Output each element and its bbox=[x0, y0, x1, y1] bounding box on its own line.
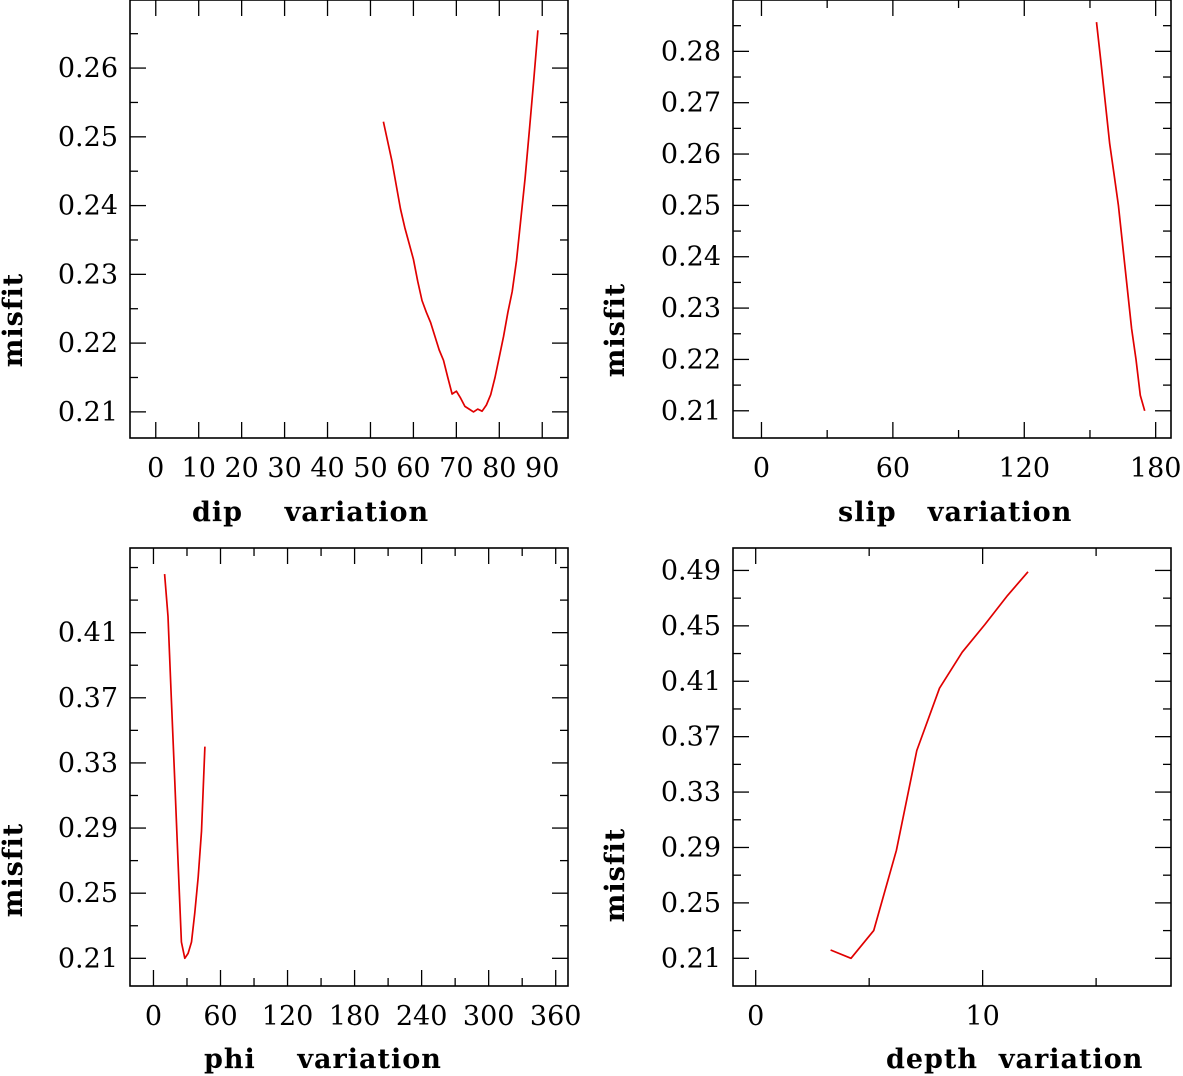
y-tick-label: 0.23 bbox=[661, 293, 721, 324]
x-tick-label: 40 bbox=[310, 453, 344, 484]
x-tick-label: 240 bbox=[396, 1001, 448, 1032]
panel-dip: 0.21 0.22 0.23 0.24 0.25 0.26 0 10 20 30 40 50 60 70… bbox=[0, 0, 569, 528]
y-tick-label: 0.21 bbox=[661, 396, 721, 427]
misfit-line-slip bbox=[1095, 22, 1146, 412]
x-tick-label: 60 bbox=[876, 453, 910, 484]
plot-frame-dip bbox=[129, 0, 569, 439]
x-tick-label: 80 bbox=[482, 453, 516, 484]
y-tick-label: 0.25 bbox=[58, 878, 118, 909]
x-tick-label: 180 bbox=[329, 1001, 381, 1032]
x-axis-label-slip: slip variation bbox=[838, 497, 1072, 528]
x-tick-label: 30 bbox=[267, 453, 301, 484]
y-tick-label: 0.21 bbox=[58, 943, 118, 974]
x-tick-label: 60 bbox=[396, 453, 430, 484]
x-tick-label: 0 bbox=[747, 1001, 764, 1032]
y-tick-label: 0.49 bbox=[661, 555, 721, 586]
x-ticks-dip: 0 10 20 30 40 50 60 70 80 90 bbox=[147, 0, 559, 484]
x-ticks-depth: 0 10 bbox=[747, 548, 1097, 1032]
x-axis-label-dip: dip variation bbox=[192, 497, 429, 528]
y-tick-label: 0.27 bbox=[661, 88, 721, 119]
y-tick-label: 0.41 bbox=[58, 618, 118, 649]
y-tick-label: 0.29 bbox=[661, 832, 721, 863]
y-tick-label: 0.26 bbox=[661, 139, 721, 170]
plot-frame-depth bbox=[732, 547, 1172, 987]
y-tick-label: 0.25 bbox=[661, 888, 721, 919]
misfit-line-depth bbox=[830, 571, 1029, 960]
panel-depth: 0.21 0.25 0.29 0.33 0.37 0.41 0.45 0.49 0 10 dep… bbox=[600, 547, 1172, 1075]
y-tick-label: 0.25 bbox=[661, 190, 721, 221]
x-tick-label: 70 bbox=[439, 453, 473, 484]
y-tick-label: 0.22 bbox=[58, 328, 118, 359]
x-tick-label: 20 bbox=[224, 453, 258, 484]
y-ticks-phi: 0.21 0.25 0.29 0.33 0.37 0.41 bbox=[58, 566, 568, 974]
y-axis-label-dip: misfit bbox=[0, 273, 29, 367]
x-ticks-phi: 0 60 120 180 240 300 360 bbox=[145, 548, 582, 1032]
x-tick-label: 90 bbox=[525, 453, 559, 484]
misfit-line-dip bbox=[382, 30, 539, 413]
y-ticks-slip: 0.21 0.22 0.23 0.24 0.25 0.26 0.27 0.28 bbox=[661, 25, 1171, 427]
x-tick-label: 120 bbox=[998, 453, 1050, 484]
y-tick-label: 0.33 bbox=[58, 748, 118, 779]
x-axis-label-depth: depth variation bbox=[886, 1044, 1143, 1075]
y-ticks-depth: 0.21 0.25 0.29 0.33 0.37 0.41 0.45 0.49 bbox=[661, 555, 1171, 974]
y-tick-label: 0.37 bbox=[661, 722, 721, 753]
x-ticks-slip: 0 60 120 180 bbox=[753, 0, 1182, 484]
y-tick-label: 0.24 bbox=[58, 191, 118, 222]
y-tick-label: 0.21 bbox=[58, 397, 118, 428]
y-tick-label: 0.28 bbox=[661, 36, 721, 67]
y-ticks-dip: 0.21 0.22 0.23 0.24 0.25 0.26 bbox=[58, 33, 568, 428]
y-tick-label: 0.22 bbox=[661, 344, 721, 375]
panel-phi: 0.21 0.25 0.29 0.33 0.37 0.41 0 60 120 180 240 300… bbox=[0, 547, 582, 1075]
x-tick-label: 10 bbox=[965, 1001, 999, 1032]
misfit-line-phi bbox=[163, 574, 206, 960]
x-tick-label: 0 bbox=[147, 453, 164, 484]
y-axis-label-phi: misfit bbox=[0, 823, 29, 917]
y-tick-label: 0.41 bbox=[661, 666, 721, 697]
x-tick-label: 60 bbox=[203, 1001, 237, 1032]
plot-frame-slip bbox=[732, 0, 1172, 439]
y-tick-label: 0.45 bbox=[661, 611, 721, 642]
x-tick-label: 50 bbox=[353, 453, 387, 484]
y-tick-label: 0.25 bbox=[58, 122, 118, 153]
y-tick-label: 0.24 bbox=[661, 242, 721, 273]
y-tick-label: 0.21 bbox=[661, 943, 721, 974]
panel-slip: 0.21 0.22 0.23 0.24 0.25 0.26 0.27 0.28 0 60 120 1… bbox=[600, 0, 1181, 528]
y-tick-label: 0.37 bbox=[58, 683, 118, 714]
y-tick-label: 0.23 bbox=[58, 259, 118, 290]
x-tick-label: 360 bbox=[530, 1001, 582, 1032]
y-tick-label: 0.33 bbox=[661, 777, 721, 808]
y-tick-label: 0.29 bbox=[58, 813, 118, 844]
x-tick-label: 120 bbox=[262, 1001, 314, 1032]
x-tick-label: 0 bbox=[753, 453, 770, 484]
x-tick-label: 0 bbox=[145, 1001, 162, 1032]
x-tick-label: 10 bbox=[182, 453, 216, 484]
x-tick-label: 300 bbox=[463, 1001, 515, 1032]
plot-frame-phi bbox=[129, 547, 569, 987]
y-axis-label-slip: misfit bbox=[600, 283, 631, 377]
y-axis-label-depth: misfit bbox=[600, 828, 631, 922]
x-axis-label-phi: phi variation bbox=[204, 1044, 442, 1075]
y-tick-label: 0.26 bbox=[58, 53, 118, 84]
x-tick-label: 180 bbox=[1130, 453, 1182, 484]
